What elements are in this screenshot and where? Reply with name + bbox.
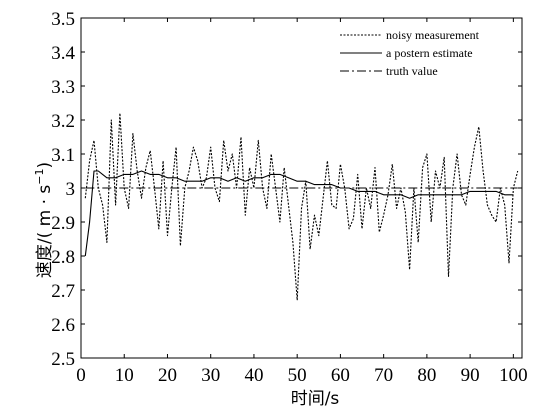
- y-axis-label: 速度/( m · s−1): [33, 162, 55, 278]
- x-axis: 0 10 20 30 40 50 60 70 80 90 100: [76, 18, 528, 386]
- x-tick-label: 20: [158, 365, 177, 386]
- x-tick-label: 30: [201, 365, 220, 386]
- y-axis: 2.5 2.6 2.7 2.8 2.9 3 3.1 3.2 3.3 3.4 3.5: [51, 9, 522, 370]
- y-tick-label: 3.4: [51, 43, 75, 64]
- x-tick-label: 100: [499, 365, 528, 386]
- y-axis-label-prefix: 速度/(: [35, 232, 55, 278]
- y-tick-label: 2.8: [51, 247, 75, 268]
- y-tick-label: 2.5: [51, 349, 75, 370]
- x-tick-label: 60: [331, 365, 350, 386]
- y-tick-label: 3.5: [51, 9, 75, 30]
- x-tick-label: 70: [374, 365, 393, 386]
- x-tick-label: 80: [417, 365, 436, 386]
- y-axis-label-unit: m · s: [35, 185, 55, 232]
- y-tick-label: 3: [66, 179, 76, 200]
- legend: noisy measurement a postern estimate truth…: [340, 28, 480, 78]
- x-tick-label: 40: [244, 365, 263, 386]
- y-axis-label-exponent: −1: [33, 169, 46, 185]
- y-tick-label: 3.3: [51, 77, 75, 98]
- y-tick-label: 2.9: [51, 213, 75, 234]
- y-tick-label: 2.6: [51, 315, 75, 336]
- series-line-dotted: [84, 112, 519, 301]
- svg-text:速度/( m · s−1): 速度/( m · s−1): [33, 162, 55, 278]
- legend-label: a postern estimate: [386, 46, 473, 60]
- series-layer: [84, 112, 519, 301]
- x-tick-label: 0: [76, 365, 86, 386]
- series-line-solid: [84, 170, 514, 257]
- y-tick-label: 2.7: [51, 281, 75, 302]
- y-tick-label: 3.1: [51, 145, 75, 166]
- legend-label: noisy measurement: [386, 28, 480, 42]
- y-tick-label: 3.2: [51, 111, 75, 132]
- legend-label: truth value: [386, 64, 438, 78]
- y-axis-label-suffix: ): [35, 162, 55, 169]
- x-tick-label: 10: [115, 365, 134, 386]
- x-tick-label: 50: [288, 365, 307, 386]
- x-axis-label: 时间/s: [291, 389, 340, 408]
- x-tick-label: 90: [461, 365, 480, 386]
